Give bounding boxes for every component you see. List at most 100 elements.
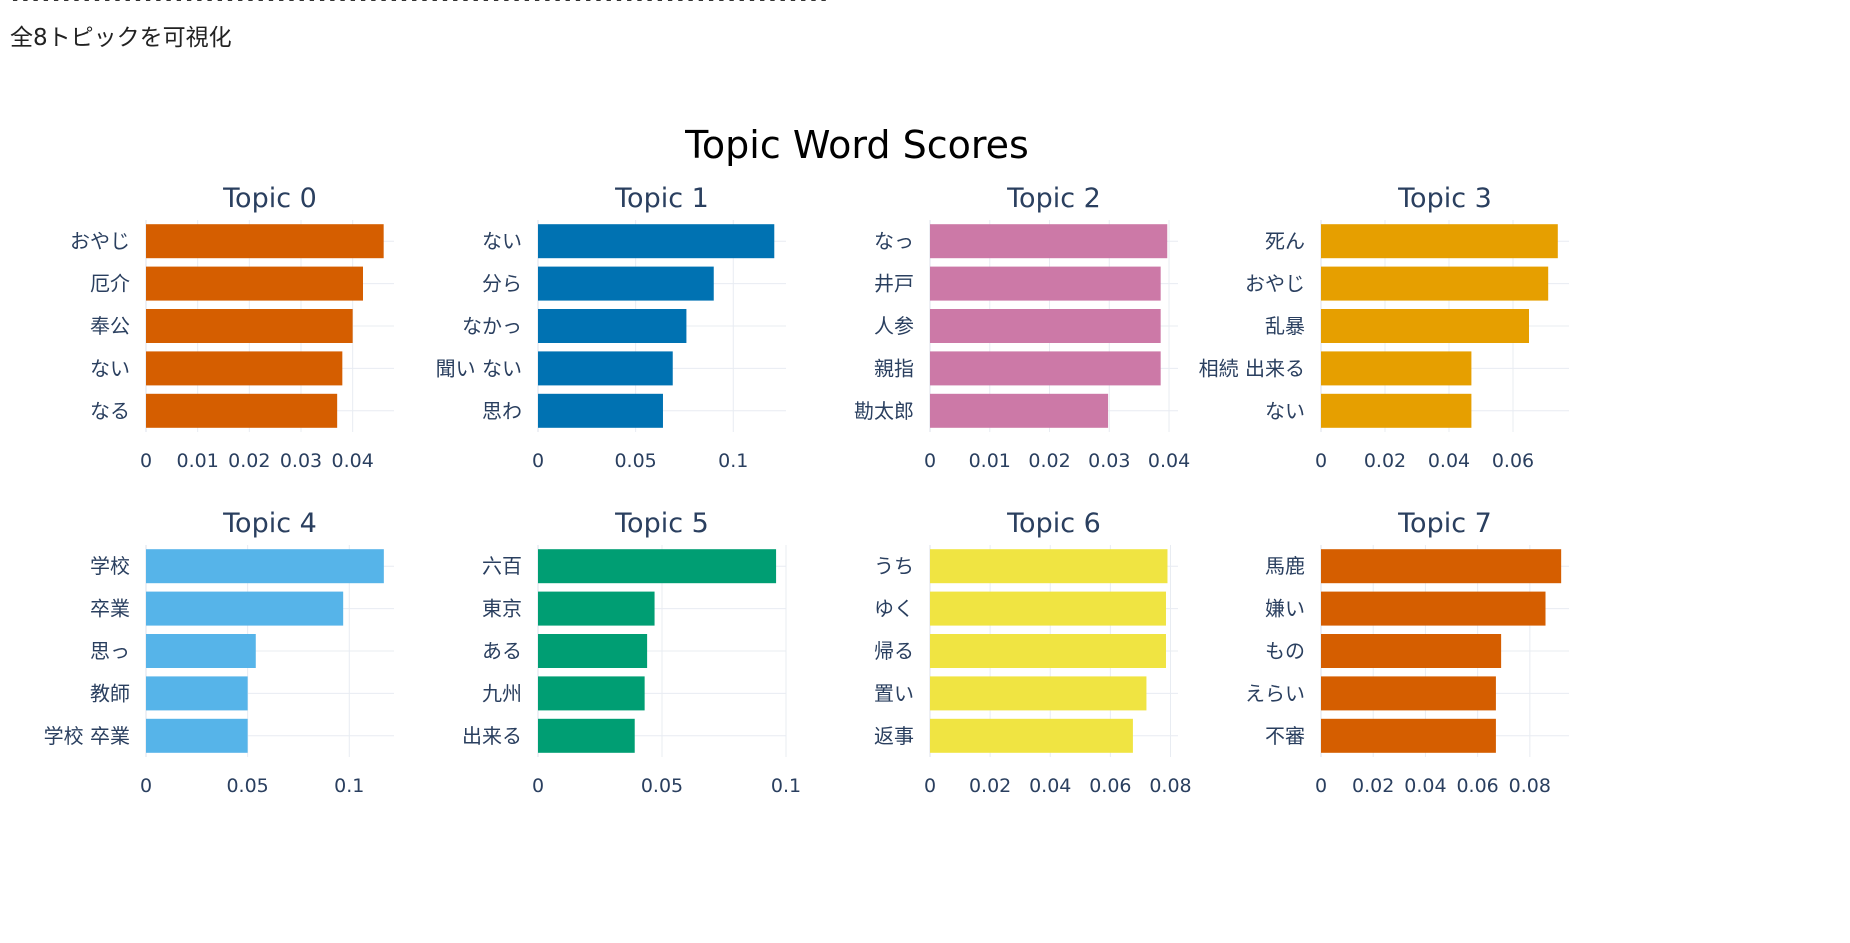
category-label: 東京: [482, 597, 522, 621]
category-label: 卒業: [90, 597, 130, 621]
bar: [538, 718, 635, 753]
category-label: 出来る: [462, 724, 522, 748]
x-tick-label: 0.02: [1028, 450, 1070, 472]
category-label: 馬鹿: [1265, 554, 1305, 578]
bar: [930, 393, 1109, 428]
bar: [146, 351, 343, 386]
bar: [538, 549, 777, 584]
subplot-title: Topic 0: [222, 183, 317, 214]
category-label: 不審: [1265, 724, 1305, 748]
category-label: ある: [482, 639, 522, 663]
bar: [1321, 351, 1472, 386]
category-label: なる: [90, 399, 130, 423]
x-tick-label: 0.1: [718, 450, 748, 472]
x-tick-label: 0: [532, 450, 544, 472]
bar: [930, 224, 1168, 259]
subplot-title: Topic 1: [614, 183, 709, 214]
x-tick-label: 0: [140, 450, 152, 472]
category-label: なっ: [874, 229, 914, 253]
category-label: 乱暴: [1265, 314, 1305, 338]
category-label: 思わ: [482, 399, 522, 423]
bar: [1321, 549, 1562, 584]
category-label: 帰る: [874, 639, 914, 663]
x-tick-label: 0.02: [228, 450, 270, 472]
bar: [146, 224, 384, 259]
caption-text: 全8トピックを可視化: [10, 25, 232, 51]
bar: [930, 634, 1166, 668]
chart-title: Topic Word Scores: [684, 123, 1029, 167]
x-tick-label: 0.02: [969, 775, 1011, 797]
bar: [538, 634, 648, 668]
bar: [538, 676, 645, 711]
bar: [146, 718, 248, 753]
category-label: 学校: [90, 554, 130, 578]
bar: [930, 676, 1147, 711]
subplot-title: Topic 5: [614, 508, 709, 539]
x-tick-label: 0: [924, 450, 936, 472]
x-tick-label: 0: [532, 775, 544, 797]
x-tick-label: 0.05: [641, 775, 683, 797]
x-tick-label: 0.06: [1456, 775, 1498, 797]
x-tick-label: 0.04: [332, 450, 374, 472]
category-label: 嫌い: [1265, 597, 1305, 621]
subplot-title: Topic 4: [222, 508, 317, 539]
category-label: おやじ: [70, 229, 130, 253]
x-tick-label: 0.08: [1509, 775, 1551, 797]
bar: [930, 591, 1166, 626]
category-label: 置い: [874, 681, 914, 705]
bar: [146, 676, 248, 711]
category-label: 分ら: [482, 272, 522, 296]
subplot-title: Topic 2: [1006, 183, 1101, 214]
x-tick-label: 0.05: [614, 450, 656, 472]
category-label: 死ん: [1265, 229, 1305, 253]
bar: [930, 351, 1161, 386]
category-label: 親指: [874, 356, 914, 380]
bar: [538, 591, 655, 626]
bar: [930, 549, 1168, 584]
bar: [146, 393, 338, 428]
bar: [146, 266, 363, 301]
category-label: もの: [1265, 639, 1305, 663]
x-tick-label: 0.1: [771, 775, 801, 797]
x-tick-label: 0.04: [1428, 450, 1470, 472]
category-label: 聞い ない: [436, 356, 522, 380]
bar: [1321, 718, 1496, 753]
category-label: 相続 出来る: [1199, 356, 1305, 380]
bar: [1321, 309, 1529, 343]
subplot-title: Topic 6: [1006, 508, 1101, 539]
subplot-title: Topic 7: [1397, 508, 1492, 539]
x-tick-label: 0.04: [1029, 775, 1071, 797]
category-label: 厄介: [90, 272, 130, 296]
category-label: ない: [482, 229, 522, 253]
bar: [1321, 224, 1558, 259]
category-label: 井戸: [874, 272, 914, 296]
category-label: なかっ: [462, 314, 522, 338]
x-tick-label: 0.06: [1492, 450, 1534, 472]
bar: [1321, 266, 1549, 301]
x-tick-label: 0.04: [1404, 775, 1446, 797]
x-tick-label: 0.04: [1148, 450, 1190, 472]
category-label: 人参: [874, 314, 914, 338]
separator-line: ----------------------------------------…: [10, 0, 829, 10]
bar: [930, 718, 1133, 753]
category-label: ゆく: [874, 597, 914, 621]
category-label: 思っ: [90, 639, 130, 663]
bar: [146, 634, 256, 668]
category-label: えらい: [1245, 681, 1305, 705]
category-label: 奉公: [90, 314, 130, 338]
bar: [538, 224, 775, 259]
bar: [538, 266, 714, 301]
x-tick-label: 0: [1315, 775, 1327, 797]
x-tick-label: 0: [1315, 450, 1327, 472]
x-tick-label: 0.03: [280, 450, 322, 472]
bar: [1321, 676, 1496, 711]
x-tick-label: 0.06: [1089, 775, 1131, 797]
bar: [1321, 393, 1472, 428]
